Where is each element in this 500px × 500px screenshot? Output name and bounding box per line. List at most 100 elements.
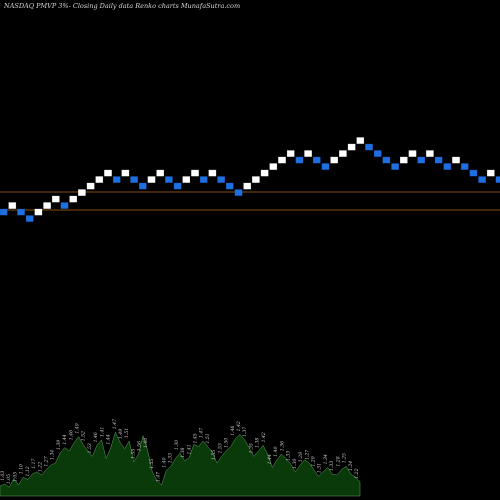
down-brick <box>469 169 478 177</box>
volume-label: 1.38 <box>180 447 186 457</box>
down-brick <box>417 156 425 164</box>
volume-label: 1.03 <box>0 471 6 481</box>
down-brick <box>478 176 486 183</box>
volume-labels: 1.03 1.05 1.051.10 1.121.17 1.221.271.341.39… <box>0 419 360 484</box>
volume-label: 1.49 <box>118 429 124 439</box>
volume-label: 1.53 <box>217 443 223 453</box>
volume-label: 1.36 <box>279 441 285 451</box>
volume-label: 1.47 <box>199 428 205 438</box>
volume-label: 1.60 <box>143 438 149 448</box>
up-brick <box>121 169 130 177</box>
volume-label: 1.44 <box>267 454 273 464</box>
volume-label: 1.38 <box>255 438 261 448</box>
volume-label: 1.05 <box>12 472 18 482</box>
volume-label: 1.40 <box>161 457 167 467</box>
down-brick <box>434 156 443 164</box>
up-brick <box>339 150 347 157</box>
down-brick <box>17 208 25 216</box>
down-brick <box>373 150 382 157</box>
volume-label: 1.05 <box>6 474 12 484</box>
volume-label: 1.47 <box>155 472 161 482</box>
volume-label: 1.55 <box>130 449 136 459</box>
down-brick <box>165 176 173 183</box>
up-brick <box>104 169 112 177</box>
down-brick <box>139 182 147 190</box>
volume-label: 1.33 <box>286 451 292 461</box>
volume-label: 1.42 <box>261 432 267 442</box>
volume-label: 1.41 <box>99 427 105 437</box>
volume-label: 1.31 <box>317 463 323 473</box>
volume-label: 1.30 <box>292 458 298 468</box>
volume-label: 1.46 <box>230 425 236 435</box>
up-brick <box>147 176 156 183</box>
up-brick <box>304 150 312 157</box>
volume-label: 1.44 <box>106 434 112 444</box>
up-brick <box>34 208 43 216</box>
up-brick <box>191 169 199 177</box>
up-brick <box>400 156 408 164</box>
down-brick <box>495 176 500 183</box>
down-brick <box>199 176 208 183</box>
up-brick <box>8 202 17 209</box>
volume-label: 1.50 <box>224 438 230 448</box>
volume-label: 1.33 <box>329 461 335 471</box>
down-brick <box>365 143 373 151</box>
up-brick <box>452 156 460 164</box>
up-brick <box>269 163 278 170</box>
up-brick <box>43 202 51 209</box>
up-brick <box>426 150 434 157</box>
volume-label: 1.47 <box>112 419 118 429</box>
up-brick <box>95 176 104 183</box>
volume-label: 1.39 <box>56 440 62 450</box>
down-brick <box>295 156 304 164</box>
up-brick <box>52 195 60 203</box>
up-brick <box>182 176 191 183</box>
volume-label: 1.44 <box>62 434 68 444</box>
up-brick <box>408 150 417 157</box>
volume-label: 1.34 <box>323 454 329 464</box>
volume-label: 1.46 <box>68 430 74 440</box>
up-brick <box>208 169 217 177</box>
volume-label: 1.25 <box>342 453 348 463</box>
renko-bricks <box>0 137 500 222</box>
volume-label: 1.10 <box>19 464 25 474</box>
up-brick <box>356 137 365 144</box>
down-brick <box>0 208 8 216</box>
chart-title: NASDAQ PMVP 3%- Closing Daily data Renko… <box>3 2 240 10</box>
volume-label: 1.53 <box>87 443 93 453</box>
volume-label: 1.49 <box>75 423 81 433</box>
up-brick <box>78 189 86 196</box>
volume-area-path <box>0 431 361 497</box>
volume-label: 1.46 <box>93 432 99 442</box>
volume-area <box>0 431 361 497</box>
volume-label: 1.40 <box>273 446 279 456</box>
up-brick <box>86 182 95 190</box>
volume-label: 1.52 <box>81 431 87 441</box>
down-brick <box>112 176 121 183</box>
volume-label: 1.51 <box>205 433 211 443</box>
volume-label: 1.27 <box>304 450 310 460</box>
down-brick <box>217 176 225 183</box>
down-brick <box>313 156 321 164</box>
down-brick <box>321 163 330 170</box>
volume-label: 1.28 <box>298 452 304 462</box>
up-brick <box>69 195 77 203</box>
down-brick <box>173 182 182 190</box>
volume-label: 1.27 <box>43 456 49 466</box>
volume-label: 1.35 <box>248 443 254 453</box>
up-brick <box>156 169 164 177</box>
up-brick <box>278 156 286 164</box>
volume-label: 1.22 <box>354 468 360 478</box>
volume-label: 1.41 <box>186 444 192 454</box>
up-brick <box>252 176 260 183</box>
down-brick <box>382 156 391 164</box>
down-brick <box>25 215 34 222</box>
volume-label: 1.37 <box>242 427 248 437</box>
down-brick <box>443 163 452 170</box>
volume-label: 1.34 <box>50 450 56 460</box>
up-brick <box>330 156 338 164</box>
down-brick <box>226 182 234 190</box>
down-brick <box>391 163 399 170</box>
volume-label: 1.42 <box>236 421 242 431</box>
